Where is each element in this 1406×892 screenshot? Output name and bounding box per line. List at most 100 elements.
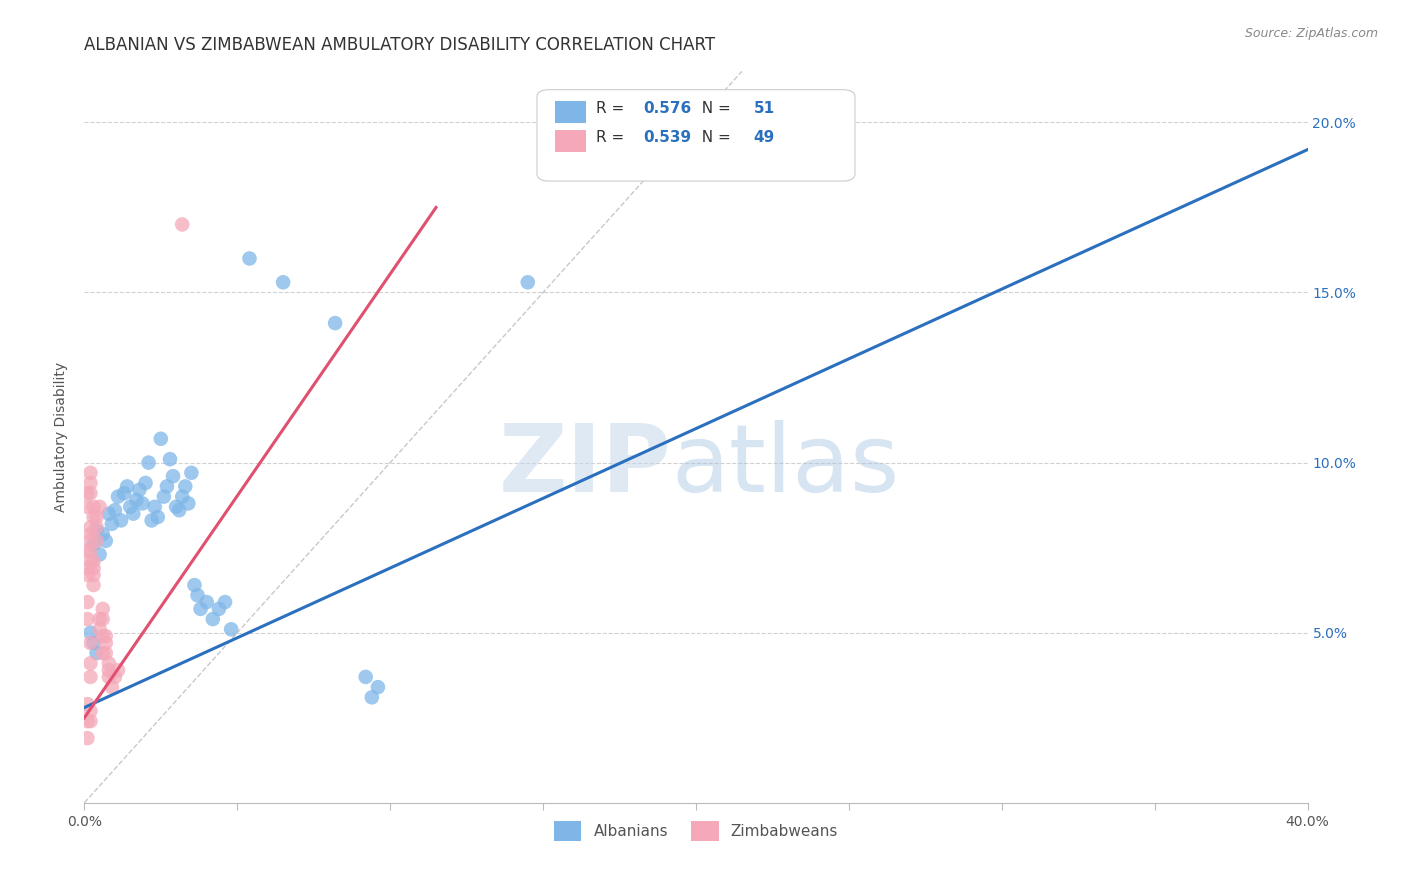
Point [91,629,114,643]
Point [97,507,120,521]
Text: N =: N = [692,101,735,116]
Point [91,646,114,660]
Point [76,595,98,609]
Point [86,520,108,534]
Text: ALBANIAN VS ZIMBABWEAN AMBULATORY DISABILITY CORRELATION CHART: ALBANIAN VS ZIMBABWEAN AMBULATORY DISABI… [84,36,716,54]
Point [110,513,132,527]
Text: ZIP: ZIP [499,420,672,512]
FancyBboxPatch shape [537,90,855,181]
Point [76,500,98,514]
Point [143,500,166,514]
Point [94,629,117,643]
Point [149,432,172,446]
Text: Source: ZipAtlas.com: Source: ZipAtlas.com [1244,27,1378,40]
Point [97,670,120,684]
Point [79,657,101,671]
Point [97,663,120,677]
Point [83,636,105,650]
Text: N =: N = [692,130,735,145]
Point [76,714,98,728]
Point [107,663,129,677]
Point [76,544,98,558]
Point [141,513,163,527]
Point [360,690,382,705]
Point [91,612,114,626]
Point [271,275,294,289]
Point [138,456,160,470]
Point [89,622,111,636]
Text: R =: R = [596,130,628,145]
Point [115,479,138,493]
Point [354,670,377,684]
Point [367,680,389,694]
Point [177,496,200,510]
Point [112,486,135,500]
Point [86,533,108,548]
Point [516,275,538,289]
Point [76,731,98,746]
Point [79,554,101,568]
Point [83,500,105,514]
Point [76,486,98,500]
Point [79,636,101,650]
Point [83,554,105,568]
Point [165,500,187,514]
Point [323,316,346,330]
Point [79,544,101,558]
Point [183,578,205,592]
Point [86,646,108,660]
Point [219,622,242,636]
Y-axis label: Ambulatory Disability: Ambulatory Disability [55,362,69,512]
Text: 0.576: 0.576 [644,101,692,116]
Legend: Albanians, Zimbabweans: Albanians, Zimbabweans [544,812,848,850]
Point [76,697,98,711]
Point [238,252,260,266]
Point [135,475,157,490]
Point [156,479,179,493]
Point [76,567,98,582]
Point [122,507,145,521]
FancyBboxPatch shape [555,130,586,152]
Point [172,218,194,232]
Point [83,510,105,524]
FancyBboxPatch shape [555,101,586,122]
Text: R =: R = [596,101,628,116]
Point [79,475,101,490]
Point [120,500,142,514]
Point [101,680,124,694]
Point [146,510,169,524]
Point [79,520,101,534]
Text: atlas: atlas [672,420,900,512]
Point [86,524,108,538]
Point [159,452,181,467]
Point [83,567,105,582]
Point [201,612,224,626]
Point [125,493,148,508]
Point [195,595,218,609]
Point [186,588,208,602]
Point [79,527,101,541]
Point [97,657,120,671]
Point [76,561,98,575]
Point [162,469,184,483]
Point [79,486,101,500]
Point [89,500,111,514]
Point [89,548,111,562]
Point [153,490,176,504]
Point [79,704,101,718]
Point [79,714,101,728]
Point [79,625,101,640]
Point [107,490,129,504]
Point [91,527,114,541]
Point [79,466,101,480]
Text: 51: 51 [754,101,775,116]
Point [76,612,98,626]
Point [167,503,190,517]
Point [79,533,101,548]
Point [180,466,202,480]
Point [94,533,117,548]
Point [174,479,197,493]
Point [101,516,124,531]
Point [86,510,108,524]
Point [83,561,105,575]
